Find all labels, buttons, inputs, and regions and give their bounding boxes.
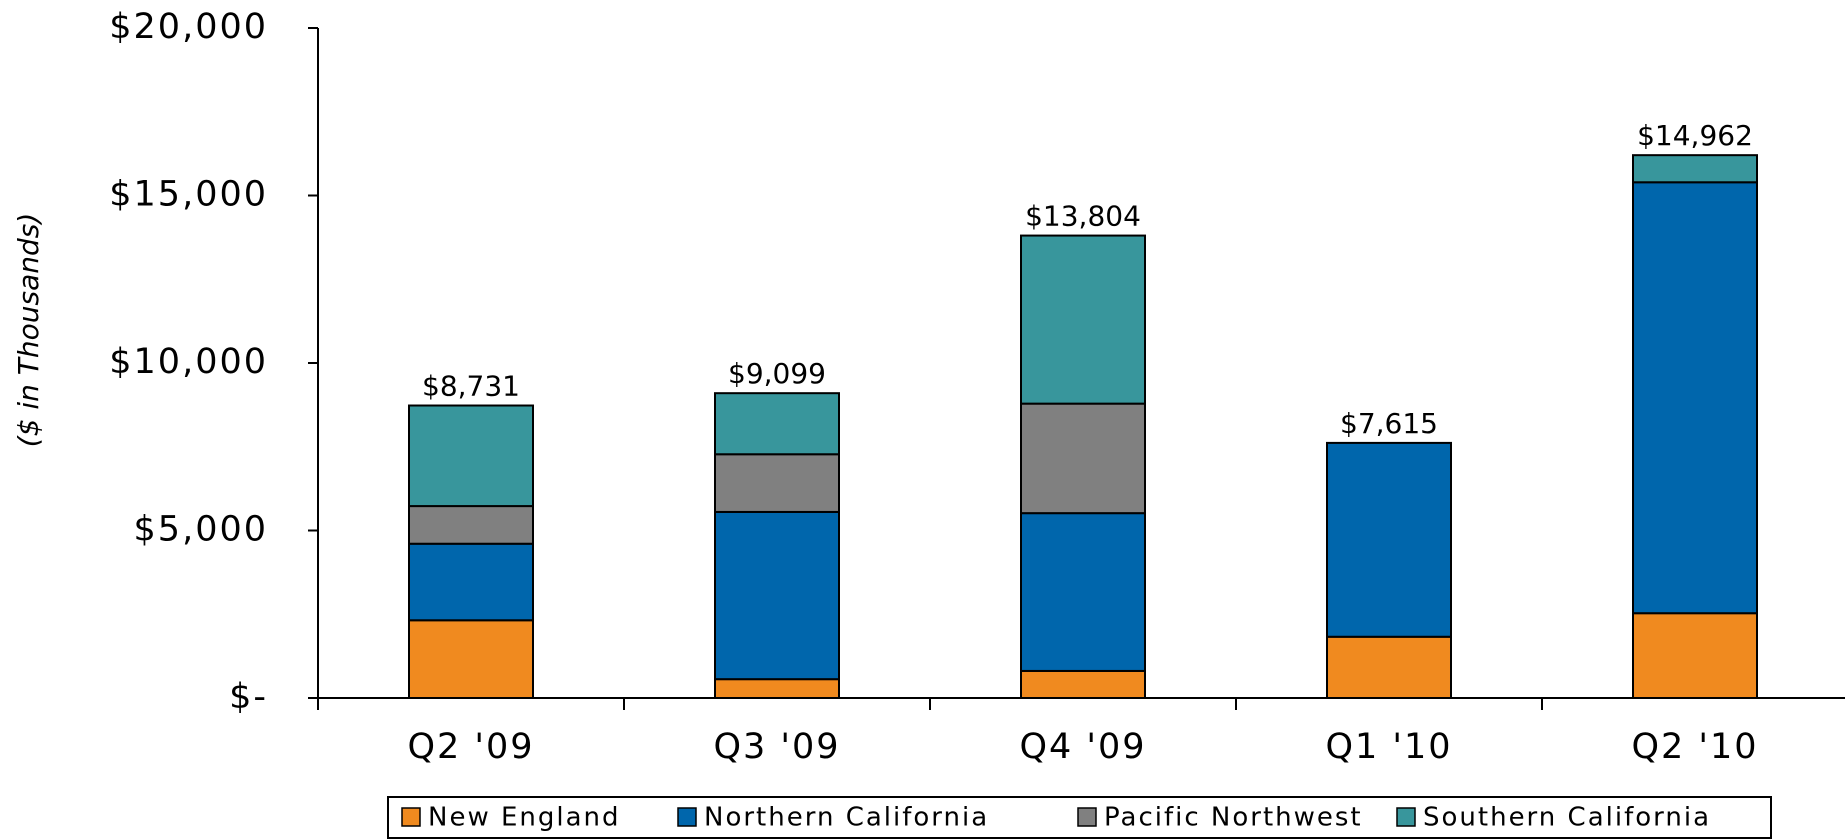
legend-swatch bbox=[1077, 807, 1097, 827]
legend-swatch bbox=[1396, 807, 1416, 827]
legend-swatch bbox=[677, 807, 697, 827]
bar-segment bbox=[408, 542, 534, 622]
bar-segment bbox=[1632, 181, 1758, 615]
bar-segment bbox=[1632, 154, 1758, 184]
legend-label: Pacific Northwest bbox=[1104, 803, 1363, 833]
total-label: $14,962 bbox=[1637, 119, 1753, 152]
bar-segment bbox=[1020, 234, 1146, 405]
y-tick-label: $10,000 bbox=[109, 342, 268, 382]
legend-label: New England bbox=[428, 803, 621, 833]
bar-segment bbox=[714, 678, 840, 699]
bar-segment bbox=[1020, 512, 1146, 672]
bar-segment bbox=[408, 404, 534, 508]
bar-segment bbox=[408, 619, 534, 700]
y-axis-label: ($ in Thousands) bbox=[12, 213, 45, 448]
x-tick-label: Q4 '09 bbox=[1019, 727, 1146, 767]
y-tick-label: $15,000 bbox=[109, 175, 268, 215]
bar-segment bbox=[408, 505, 534, 545]
legend-swatch bbox=[401, 807, 421, 827]
x-tick-label: Q3 '09 bbox=[713, 727, 840, 767]
bar-segment bbox=[1020, 402, 1146, 515]
total-label: $9,099 bbox=[728, 357, 826, 390]
y-tick-label: $5,000 bbox=[134, 510, 268, 550]
x-tick-label: Q2 '10 bbox=[1631, 727, 1758, 767]
bar-segment bbox=[1326, 441, 1452, 638]
bar-segment bbox=[714, 510, 840, 681]
total-label: $13,804 bbox=[1025, 200, 1141, 233]
total-label: $8,731 bbox=[422, 370, 520, 403]
legend-label: Southern California bbox=[1423, 803, 1711, 833]
bar-segment bbox=[1326, 635, 1452, 700]
legend-label: Northern California bbox=[704, 803, 989, 833]
bar-segment bbox=[1632, 612, 1758, 699]
bar-segment bbox=[714, 453, 840, 513]
bar-segment bbox=[714, 392, 840, 456]
y-tick-label: $- bbox=[229, 677, 268, 717]
x-tick-label: Q1 '10 bbox=[1325, 727, 1452, 767]
bar-segment bbox=[1020, 669, 1146, 700]
total-label: $7,615 bbox=[1340, 407, 1438, 440]
y-tick-label: $20,000 bbox=[109, 7, 268, 47]
x-tick-label: Q2 '09 bbox=[407, 727, 534, 767]
